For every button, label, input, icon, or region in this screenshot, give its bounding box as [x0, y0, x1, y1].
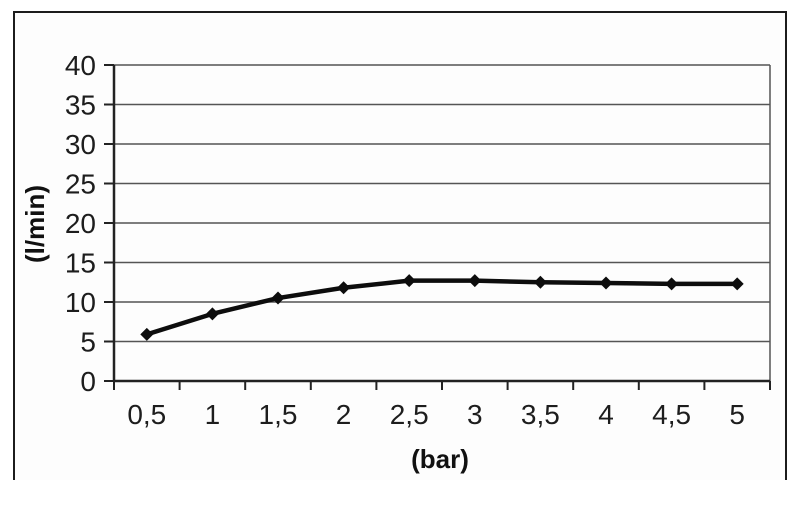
- y-tick-label: 35: [65, 90, 96, 121]
- y-tick-label: 5: [80, 327, 96, 358]
- data-point-marker: [337, 281, 351, 295]
- data-series: [140, 274, 744, 341]
- y-tick-label: 25: [65, 169, 96, 200]
- y-tick-label: 0: [80, 366, 96, 397]
- data-point-marker: [271, 291, 285, 305]
- y-tick-label: 30: [65, 129, 96, 160]
- y-tick-label: 20: [65, 208, 96, 239]
- data-point-marker: [533, 275, 547, 289]
- x-tick-label: 3,5: [521, 399, 560, 430]
- x-tick-label: 5: [729, 399, 745, 430]
- y-tick-label: 40: [65, 50, 96, 81]
- x-tick-label: 2: [336, 399, 352, 430]
- y-tick-label: 10: [65, 287, 96, 318]
- data-point-marker: [599, 276, 613, 290]
- chart-frame: [13, 11, 787, 480]
- y-tick-label: 15: [65, 248, 96, 279]
- x-axis-title: (bar): [411, 444, 469, 474]
- x-tick-label: 1,5: [259, 399, 298, 430]
- tick-labels: 0 5 10 15 20 25 30 35 40 0,5 1 1,5 2 2,5 3 3,5 4 4,5 5: [65, 50, 745, 430]
- x-tick-label: 4: [598, 399, 614, 430]
- data-point-marker: [140, 327, 154, 341]
- data-point-marker: [402, 274, 416, 288]
- x-tick-label: 2,5: [390, 399, 429, 430]
- data-point-marker: [205, 307, 219, 321]
- data-point-marker: [665, 277, 679, 291]
- data-point-marker: [468, 274, 482, 288]
- y-axis-title: (l/min): [20, 185, 50, 263]
- data-point-marker: [730, 277, 744, 291]
- tick-marks: [104, 64, 771, 390]
- x-tick-label: 3: [467, 399, 483, 430]
- x-tick-label: 0,5: [127, 399, 166, 430]
- x-tick-label: 1: [205, 399, 221, 430]
- x-tick-label: 4,5: [652, 399, 691, 430]
- data-series-line: [144, 278, 740, 337]
- gridlines: [114, 64, 771, 381]
